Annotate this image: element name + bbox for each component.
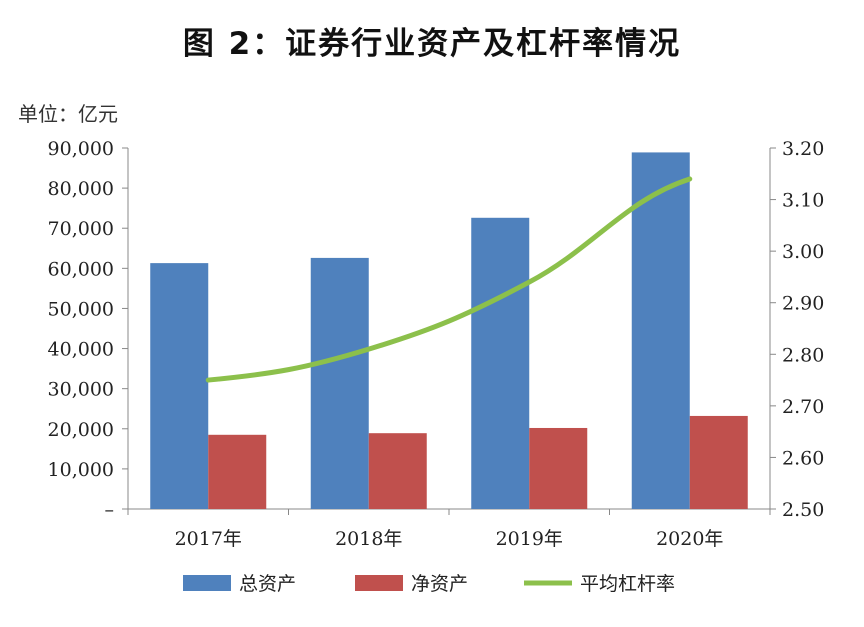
x-axis-tick-label: 2020年 xyxy=(656,528,723,550)
left-axis-tick-label: 90,000 xyxy=(48,138,114,160)
left-axis-tick-label: 50,000 xyxy=(48,298,114,320)
bar-total-assets xyxy=(471,217,530,509)
legend-total-assets-swatch xyxy=(183,575,231,591)
bar-net-assets xyxy=(208,434,267,509)
bar-total-assets xyxy=(150,263,209,509)
legend-net-assets-swatch xyxy=(355,575,403,591)
bar-total-assets xyxy=(631,152,690,509)
x-axis-tick-label: 2019年 xyxy=(496,528,563,550)
bar-net-assets xyxy=(529,427,588,509)
right-axis-tick-label: 3.10 xyxy=(782,190,824,212)
x-axis-tick-label: 2017年 xyxy=(175,528,242,550)
legend-avg-leverage-label: 平均杠杆率 xyxy=(580,573,675,595)
left-axis-tick-label: 80,000 xyxy=(48,178,114,200)
left-axis-tick-label: 70,000 xyxy=(48,218,114,240)
bar-net-assets xyxy=(689,415,748,509)
left-axis-tick-label: 20,000 xyxy=(48,419,114,441)
right-axis-tick-label: 2.50 xyxy=(782,499,824,521)
right-axis-tick-label: 2.90 xyxy=(782,293,824,315)
right-axis-tick-label: 3.20 xyxy=(782,138,824,160)
left-axis-tick-label: 60,000 xyxy=(48,258,114,280)
line-avg-leverage xyxy=(205,176,693,383)
legend-total-assets-label: 总资产 xyxy=(239,573,296,595)
x-axis-tick-label: 2018年 xyxy=(335,528,402,550)
legend-net-assets-label: 净资产 xyxy=(411,573,468,595)
chart-title: 图 2：证券行业资产及杠杆率情况 xyxy=(182,26,682,62)
bar-net-assets xyxy=(368,433,427,509)
right-axis-tick-label: 2.70 xyxy=(782,396,824,418)
right-axis-tick-label: 2.60 xyxy=(782,447,824,469)
left-axis-tick-label: – xyxy=(105,499,115,521)
right-axis-tick-label: 2.80 xyxy=(782,344,824,366)
right-axis-tick-label: 3.00 xyxy=(782,241,824,263)
left-axis-tick-label: 40,000 xyxy=(48,339,114,361)
left-axis-tick-label: 10,000 xyxy=(48,459,114,481)
unit-label: 单位：亿元 xyxy=(18,102,118,126)
left-axis-tick-label: 30,000 xyxy=(48,379,114,401)
bar-total-assets xyxy=(310,257,369,509)
